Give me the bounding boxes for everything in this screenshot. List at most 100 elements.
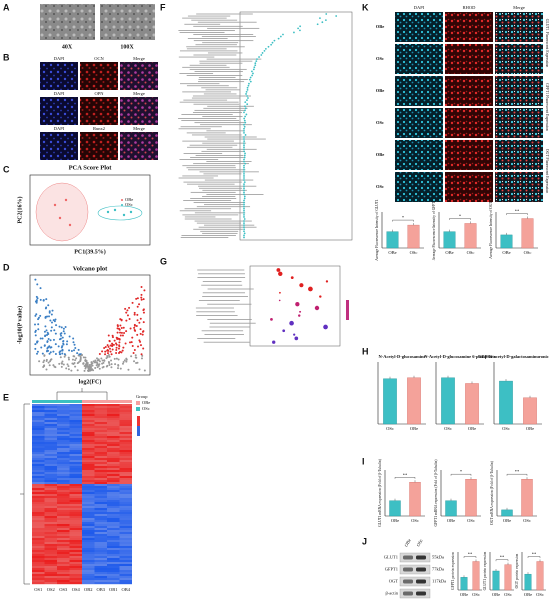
heatmap-cell xyxy=(32,432,45,435)
heatmap-cell xyxy=(107,488,120,491)
volcano-point xyxy=(53,329,56,332)
enrichment-dot xyxy=(243,228,246,231)
heatmap-cell xyxy=(82,528,95,531)
heatmap-cell xyxy=(107,552,120,555)
legend-label: OBe xyxy=(142,400,150,405)
volcano-point xyxy=(111,345,114,348)
volcano-point xyxy=(120,351,123,354)
heatmap-cell xyxy=(69,498,82,501)
volcano-point xyxy=(96,357,99,360)
heatmap-cell xyxy=(119,492,132,495)
y-axis-label: OGT protein expression xyxy=(515,553,519,588)
volcano-point xyxy=(50,321,53,324)
heatmap-cell xyxy=(32,570,45,573)
y-axis-label: Average Fluorescence Intensity of GLUT1 xyxy=(375,199,379,261)
heatmap-cell xyxy=(69,486,82,489)
heatmap-cell xyxy=(82,534,95,537)
heatmap-cell xyxy=(119,528,132,531)
heatmap-cell xyxy=(57,464,70,467)
heatmap-cell xyxy=(32,496,45,499)
heatmap-cell xyxy=(119,504,132,507)
volcano-point xyxy=(77,348,80,351)
heatmap-cell xyxy=(69,530,82,533)
heatmap-cell xyxy=(82,496,95,499)
heatmap-cell xyxy=(94,420,107,423)
enrichment-dot xyxy=(243,181,246,184)
enrichment-dot xyxy=(243,209,245,212)
heatmap-cell xyxy=(119,404,132,407)
volcano-point xyxy=(138,368,141,371)
heatmap-cell xyxy=(94,458,107,461)
heatmap-cell xyxy=(57,448,70,451)
fluorescence-image xyxy=(495,44,543,74)
band-size: 77kDa xyxy=(432,567,444,572)
heatmap-cell xyxy=(94,474,107,477)
volcano-point xyxy=(118,341,121,344)
volcano-point xyxy=(39,314,42,317)
x-tick-label: OBe xyxy=(447,518,455,523)
volcano-point xyxy=(43,359,46,362)
fluorescence-image xyxy=(40,97,78,125)
heatmap-cell xyxy=(69,412,82,415)
heatmap-cell xyxy=(32,518,45,521)
heatmap-cell xyxy=(32,516,45,519)
volcano-point xyxy=(110,359,113,362)
heatmap-cell xyxy=(69,476,82,479)
volcano-point xyxy=(113,339,116,342)
volcano-point xyxy=(110,353,113,356)
heatmap-cell xyxy=(82,462,95,465)
volcano-point xyxy=(98,363,101,366)
volcano-point xyxy=(126,314,129,317)
heatmap-cell xyxy=(32,420,45,423)
plot-frame xyxy=(239,11,353,241)
volcano-point xyxy=(115,346,118,349)
heatmap-cell xyxy=(82,466,95,469)
term-label xyxy=(178,30,235,31)
enrichment-dot xyxy=(246,95,248,97)
term-label xyxy=(178,56,215,58)
heatmap-cell xyxy=(82,474,95,477)
heatmap-cell xyxy=(82,486,95,489)
heatmap-cell xyxy=(32,580,45,583)
group-bar xyxy=(32,400,82,403)
bar xyxy=(465,383,479,425)
volcano-point xyxy=(47,315,50,318)
heatmap-cell xyxy=(57,524,70,527)
heatmap-cell xyxy=(94,434,107,437)
heatmap-cell xyxy=(32,560,45,563)
heatmap-cell xyxy=(119,568,132,571)
heatmap-cell xyxy=(32,404,45,407)
volcano-point xyxy=(43,364,46,367)
heatmap-cell xyxy=(119,498,132,501)
volcano-point xyxy=(72,363,75,366)
volcano-point xyxy=(128,318,131,321)
heatmap-cell xyxy=(119,460,132,463)
heatmap-cell xyxy=(57,442,70,445)
enrichment-dot xyxy=(243,224,245,227)
term-label xyxy=(189,144,238,146)
heatmap-cell xyxy=(119,534,132,537)
volcano-point xyxy=(60,332,63,335)
heatmap-cell xyxy=(32,502,45,505)
heatmap-cell xyxy=(32,532,45,535)
heatmap-cell xyxy=(119,580,132,583)
heatmap-cell xyxy=(82,576,95,579)
band-size: 55kDa xyxy=(432,555,444,560)
heatmap-cell xyxy=(82,570,95,573)
volcano-point xyxy=(45,298,48,301)
heatmap-cell xyxy=(44,438,57,441)
enrichment-dot xyxy=(243,136,245,138)
heatmap-cell xyxy=(69,574,82,577)
volcano-point xyxy=(116,367,119,370)
volcano-point xyxy=(63,332,66,335)
heatmap-cell xyxy=(44,432,57,435)
heatmap-cell xyxy=(69,526,82,529)
enrichment-dot xyxy=(243,226,245,229)
chart-title: UDP-N-acetyl-D-galactosaminuronic acid xyxy=(478,354,550,359)
heatmap-cell xyxy=(119,406,132,409)
heatmap-cell xyxy=(32,474,45,477)
heatmap-cell xyxy=(107,458,120,461)
volcano-point xyxy=(66,363,69,366)
volcano-point xyxy=(54,318,57,321)
volcano-point xyxy=(142,309,145,312)
